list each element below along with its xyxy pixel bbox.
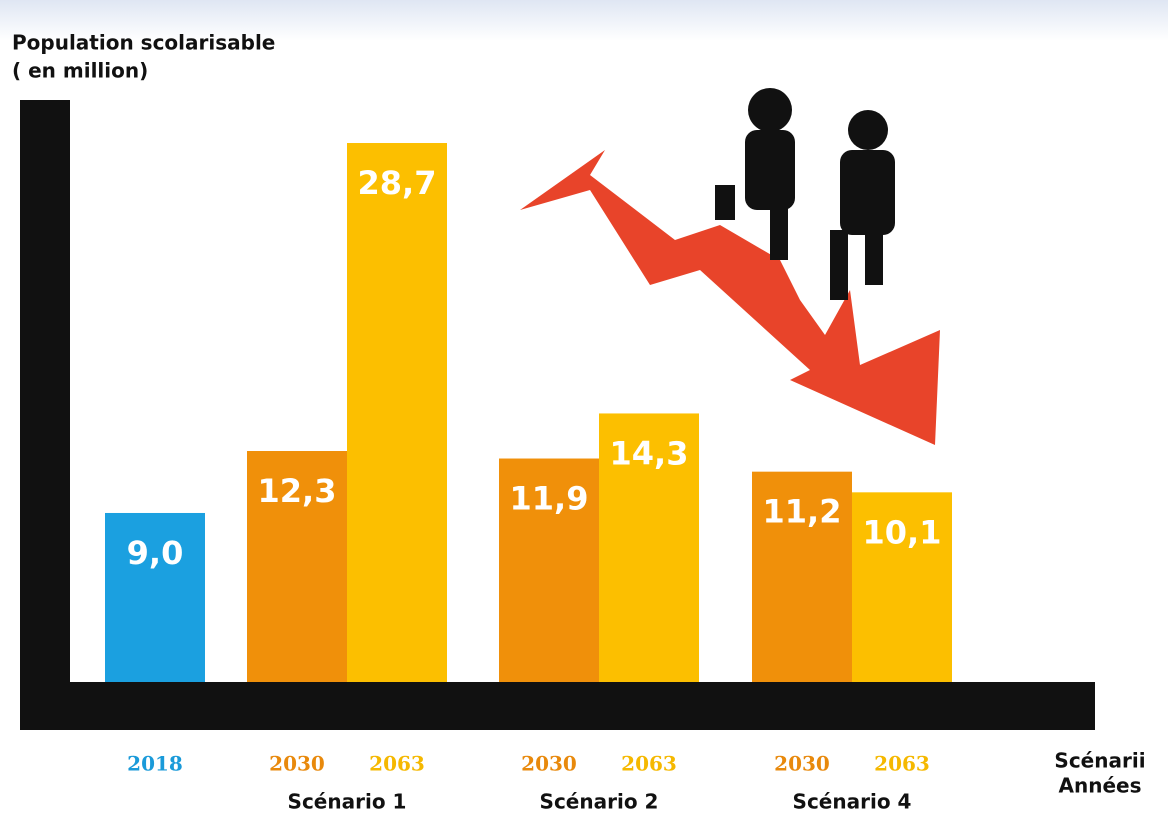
x-axis-label: Années [1059, 774, 1142, 798]
value-label: 11,2 [763, 493, 842, 531]
year-label: 2030 [521, 752, 577, 776]
value-label: 28,7 [358, 164, 437, 202]
value-label: 9,0 [127, 534, 184, 572]
chart: Population scolarisable ( en million) Sc… [0, 0, 1168, 818]
x-axis-label: Scénarii [1054, 749, 1145, 773]
value-label: 14,3 [610, 434, 689, 472]
year-label: 2063 [874, 752, 930, 776]
value-label: 10,1 [863, 513, 942, 551]
year-label: 2030 [774, 752, 830, 776]
year-label: 2063 [369, 752, 425, 776]
group-label: Scénario 2 [540, 790, 659, 814]
value-label: 11,9 [510, 480, 589, 518]
year-label: 2018 [127, 752, 183, 776]
year-label: 2030 [269, 752, 325, 776]
y-axis-label: ( en million) [12, 59, 148, 83]
group-label: Scénario 4 [793, 790, 912, 814]
x-axis-bar [20, 682, 1095, 730]
bar [347, 143, 447, 682]
year-label: 2063 [621, 752, 677, 776]
y-axis-label: Population scolarisable [12, 31, 275, 55]
value-label: 12,3 [258, 472, 337, 510]
y-axis-bar [20, 100, 70, 730]
group-label: Scénario 1 [288, 790, 407, 814]
